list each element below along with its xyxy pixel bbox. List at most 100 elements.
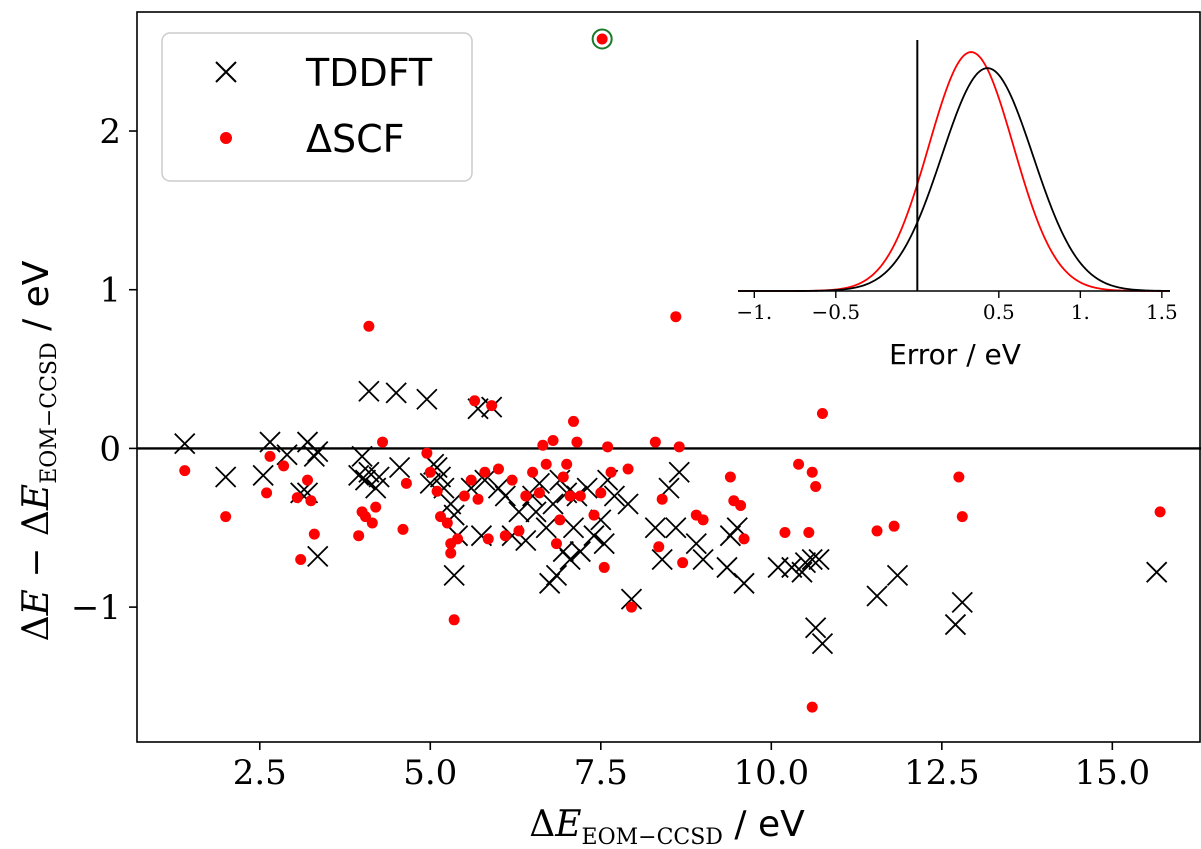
- inset-error-distribution: −1. −0.5 0.5 1. 1.5 Error / eV: [736, 40, 1178, 371]
- dscf-point: [278, 460, 290, 472]
- x-tick-label: 7.5: [574, 753, 628, 793]
- tddft-point: [562, 517, 585, 539]
- dscf-point: [533, 487, 545, 499]
- tddft-point: [416, 388, 438, 410]
- dscf-point: [499, 530, 511, 542]
- y-tick-label: −1: [71, 588, 121, 628]
- dscf-point: [492, 463, 504, 475]
- tddft-point: [668, 461, 690, 483]
- y-axis-label: ΔE − ΔEEOM−CCSD / eV: [16, 260, 62, 641]
- x-tick-label: 10.0: [733, 753, 809, 793]
- tddft-point: [781, 556, 803, 579]
- dscf-point: [871, 525, 883, 537]
- legend-tddft-label: TDDFT: [305, 51, 433, 95]
- dscf-point: [424, 466, 436, 478]
- dscf-point: [527, 466, 539, 478]
- dscf-point: [806, 466, 818, 478]
- dscf-point: [625, 601, 637, 613]
- dscf-point: [568, 415, 580, 427]
- tddft-point: [583, 525, 605, 547]
- dscf-point: [400, 477, 412, 489]
- legend-box: [161, 32, 473, 182]
- dscf-point: [448, 614, 460, 626]
- inset-x-tick-label: −0.5: [812, 300, 861, 324]
- dscf-point: [377, 436, 389, 448]
- dscf-point: [735, 500, 747, 512]
- dscf-point: [179, 465, 191, 477]
- tddft-point: [593, 532, 615, 555]
- x-tick-label: 15.0: [1074, 753, 1150, 793]
- dscf-point: [724, 471, 736, 483]
- dscf-point: [465, 474, 477, 486]
- dscf-point: [670, 311, 682, 323]
- dscf-point: [506, 474, 518, 486]
- dscf-point: [953, 471, 965, 483]
- tddft-point: [508, 501, 530, 523]
- main-axis-ticks: 2.5 5.0 7.5 10.0 12.5 15.0 −1 0 1 2: [71, 112, 1150, 793]
- dscf-series: [179, 33, 1166, 713]
- dscf-point: [571, 436, 583, 448]
- tddft-point: [603, 485, 626, 507]
- tddft-point: [385, 382, 407, 404]
- tddft-point: [811, 632, 834, 655]
- tddft-point: [692, 548, 714, 571]
- dscf-point: [561, 458, 573, 470]
- dscf-point: [622, 463, 634, 475]
- dscf-point: [520, 490, 532, 502]
- legend: TDDFT ΔSCF: [161, 32, 473, 182]
- tddft-point: [559, 548, 581, 571]
- dscf-point: [550, 538, 562, 550]
- dscf-point: [452, 533, 464, 545]
- tddft-point: [866, 585, 888, 607]
- dscf-point: [295, 554, 307, 565]
- y-tick-label: 0: [99, 429, 121, 469]
- dscf-point: [588, 509, 600, 521]
- tddft-point: [259, 431, 281, 453]
- dscf-point: [653, 541, 665, 553]
- tddft-point: [307, 545, 329, 567]
- y-tick-label: 1: [99, 271, 121, 311]
- dscf-point: [793, 458, 805, 470]
- legend-tddft-marker: [215, 61, 237, 83]
- tddft-point: [617, 493, 639, 515]
- y-tick-label: 2: [99, 112, 121, 152]
- dscf-point: [697, 514, 709, 526]
- dscf-point: [574, 490, 586, 502]
- tddft-point: [354, 469, 377, 491]
- dscf-point: [363, 320, 375, 332]
- dscf-point: [458, 490, 470, 502]
- tddft-point: [174, 433, 196, 455]
- dscf-point: [397, 523, 409, 535]
- dscf-point: [1154, 506, 1166, 518]
- dscf-point: [564, 490, 576, 502]
- tddft-point: [351, 445, 373, 467]
- dscf-point: [421, 447, 433, 459]
- dscf-point: [486, 400, 498, 412]
- dscf-point: [308, 528, 320, 540]
- tddft-point: [944, 613, 967, 636]
- tddft-point: [388, 456, 411, 479]
- dscf-point: [656, 493, 668, 505]
- dscf-point: [605, 466, 617, 478]
- dscf-point: [596, 33, 608, 45]
- dscf-point: [513, 525, 525, 537]
- dscf-point: [302, 474, 314, 486]
- dscf-point: [305, 495, 317, 507]
- tddft-point: [215, 466, 237, 488]
- dscf-point: [445, 547, 457, 559]
- dscf-point: [888, 520, 900, 532]
- tddft-point: [620, 588, 643, 610]
- dscf-point: [353, 530, 365, 542]
- dscf-point: [677, 557, 689, 569]
- tddft-point: [307, 440, 329, 463]
- dscf-point: [441, 517, 453, 529]
- legend-dscf-marker: [220, 132, 232, 144]
- tddft-point: [569, 540, 591, 563]
- x-tick-label: 2.5: [233, 753, 287, 793]
- dscf-point: [779, 527, 791, 539]
- tddft-point: [252, 464, 274, 487]
- dscf-point: [649, 436, 661, 448]
- dscf-point: [469, 395, 481, 407]
- dscf-point: [738, 533, 750, 545]
